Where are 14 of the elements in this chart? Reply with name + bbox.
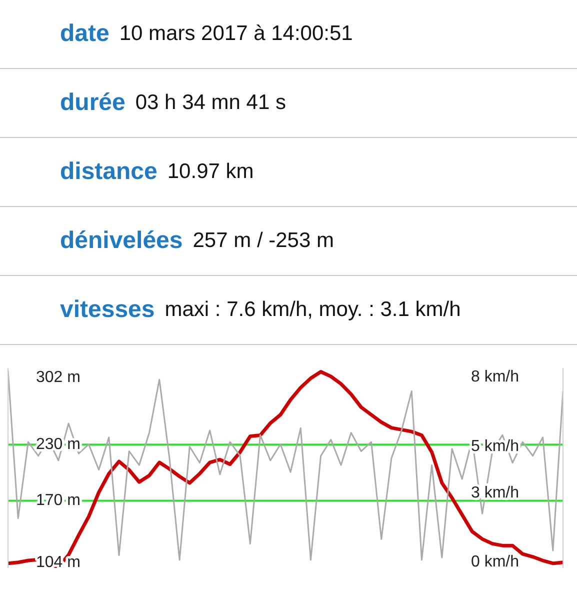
text: distance (60, 158, 158, 186)
text: 10 mars 2017 à 14:00:51 (119, 22, 353, 46)
text: 03 h 34 mn 41 s (135, 91, 286, 115)
y2-tick-label: 0 km/h (471, 554, 520, 571)
y2-tick-label: 8 km/h (471, 368, 520, 386)
text: date (60, 20, 110, 48)
text: vitesses (60, 296, 155, 324)
y-tick-label: 302 m (36, 368, 80, 386)
text: 10.97 km (167, 160, 254, 184)
text: 257 m / -253 m (192, 229, 334, 253)
text: dénivelées (60, 227, 183, 255)
text: maxi : 7.6 km/h, moy. : 3.1 km/h (164, 298, 461, 322)
text: durée (60, 89, 126, 117)
y2-tick-label: 3 km/h (471, 484, 520, 502)
